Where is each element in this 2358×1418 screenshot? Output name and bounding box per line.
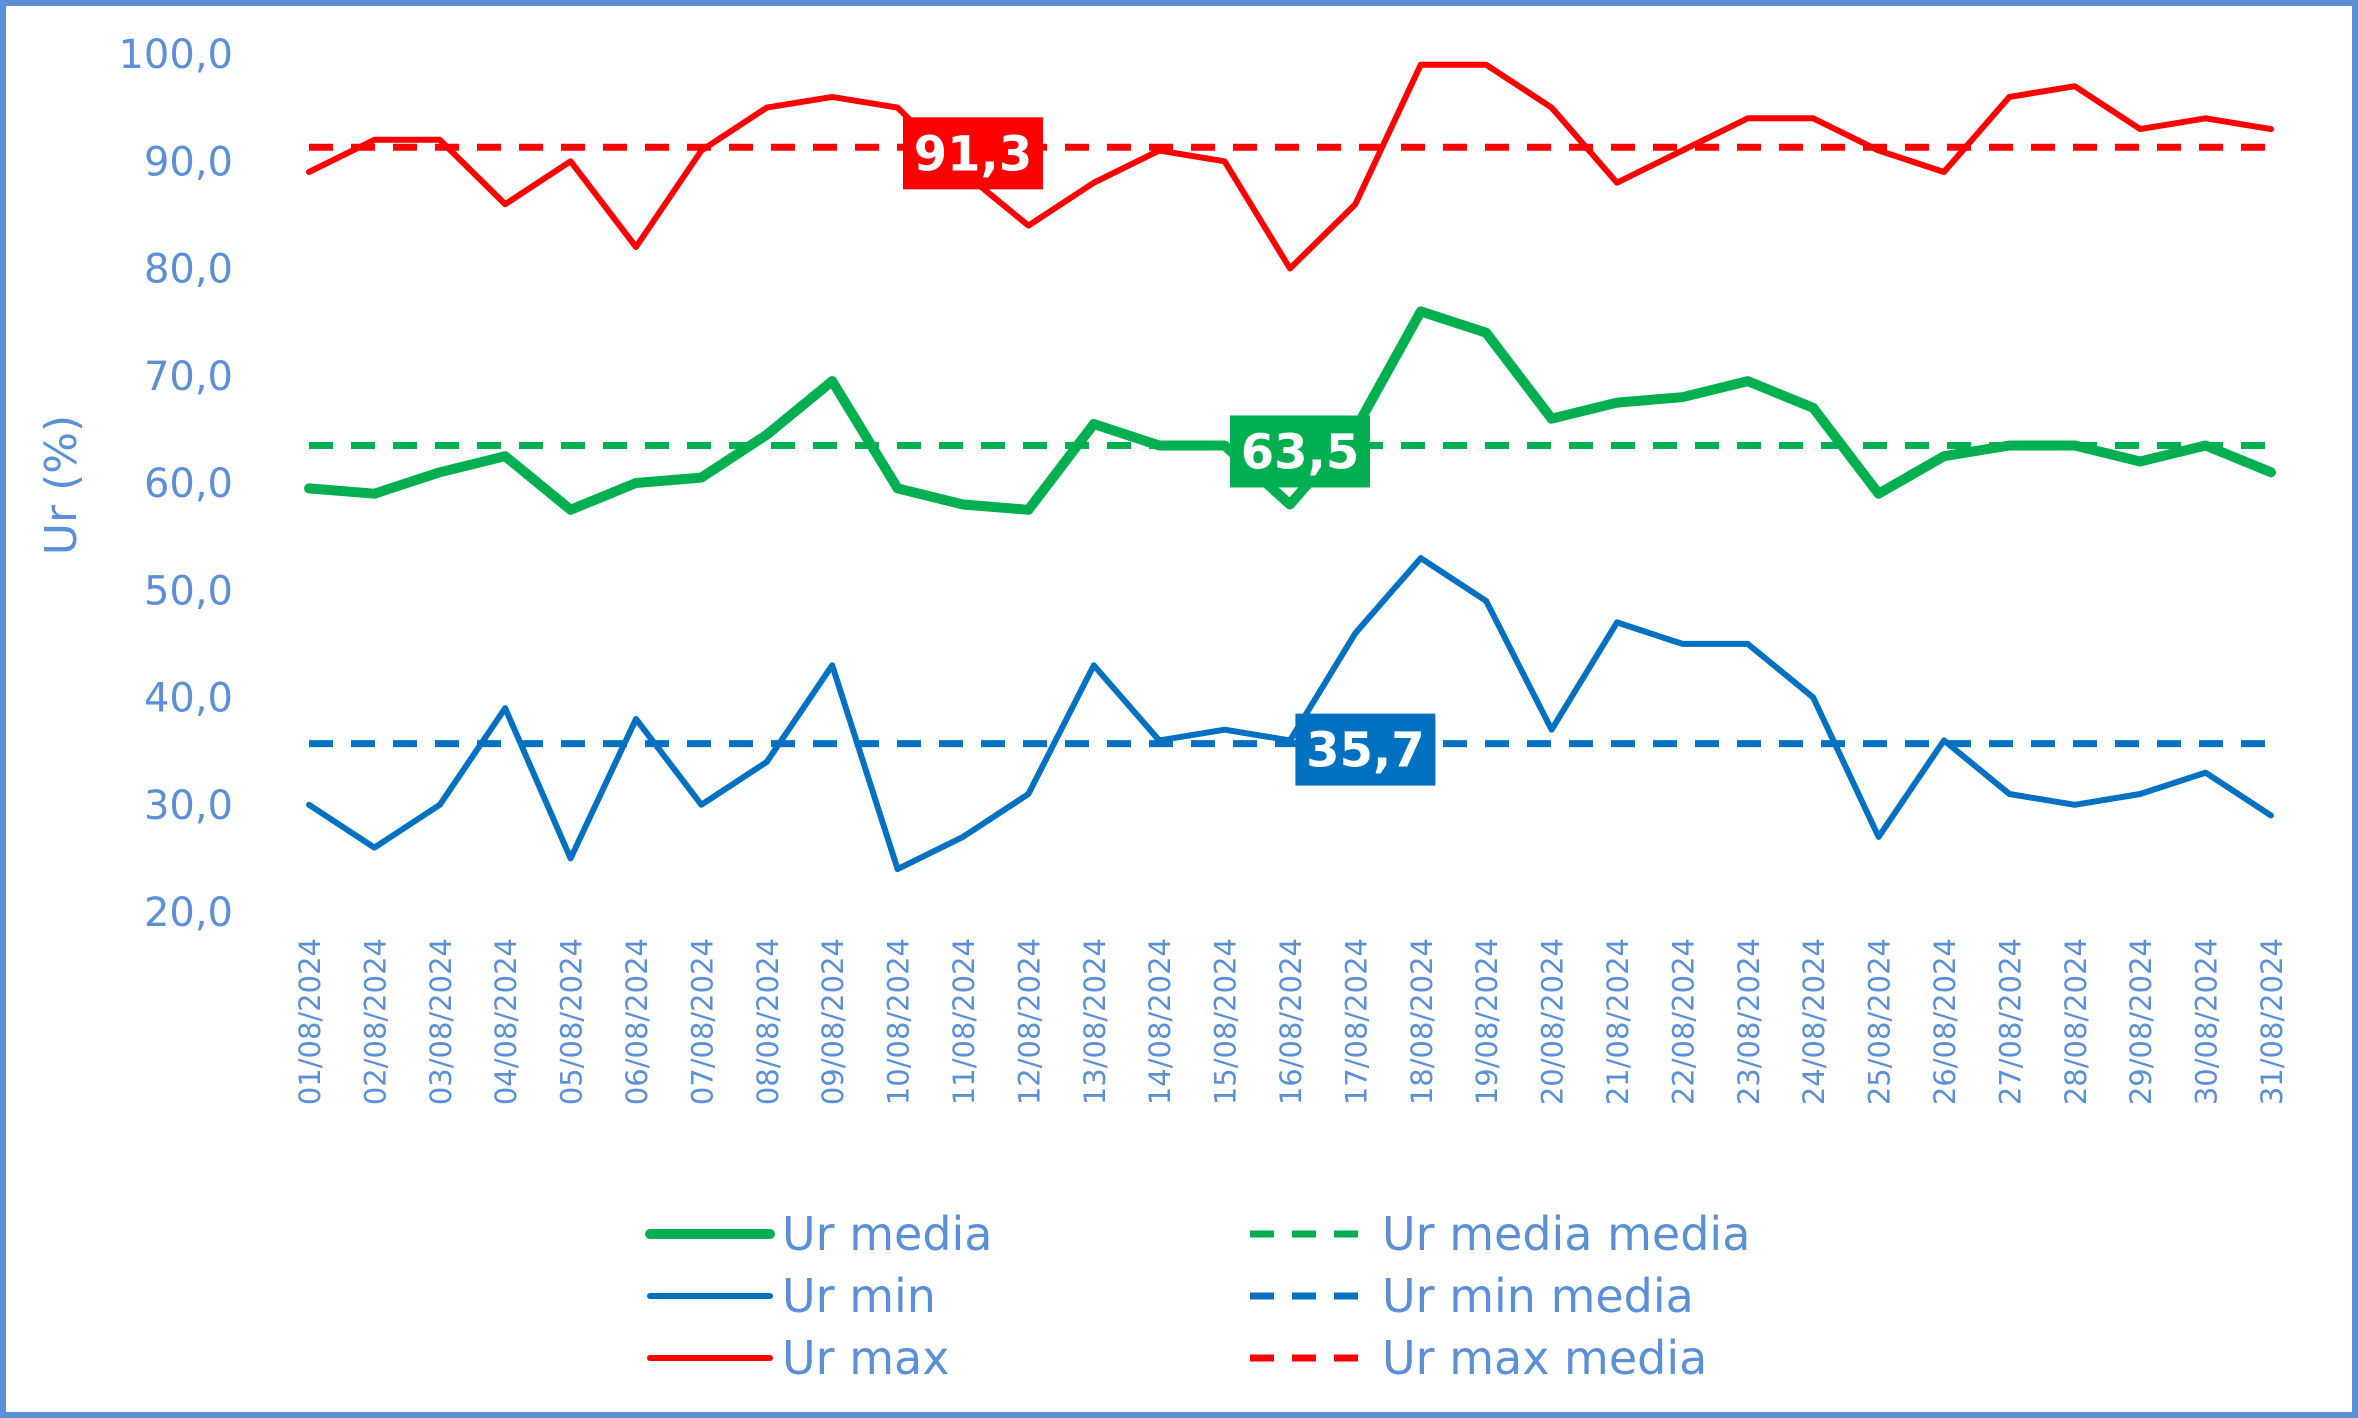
x-tick-label: 14/08/2024 (1143, 938, 1177, 1105)
mean-callout-label: 35,7 (1306, 723, 1424, 779)
legend-label: Ur min (782, 1269, 936, 1323)
mean-callout-box (1230, 415, 1370, 488)
x-tick-label: 24/08/2024 (1797, 938, 1831, 1105)
y-tick-label: 100,0 (118, 32, 233, 78)
mean-callout-label: 91,3 (914, 126, 1032, 182)
y-axis: 20,0 30,0 40,0 50,0 60,0 70,0 80,0 90,0 100,0 (118, 32, 233, 936)
x-tick-label: 23/08/2024 (1732, 938, 1766, 1105)
x-tick-label: 21/08/2024 (1601, 938, 1635, 1105)
x-tick-label: 16/08/2024 (1274, 938, 1308, 1105)
y-tick-label: 20,0 (144, 890, 233, 936)
legend-label: Ur max media (1382, 1331, 1707, 1385)
x-tick-label: 01/08/2024 (293, 938, 327, 1105)
mean-callout-label: 63,5 (1241, 424, 1359, 480)
mean-callout-box (903, 117, 1043, 190)
y-tick-label: 60,0 (144, 461, 233, 507)
x-tick-label: 28/08/2024 (2059, 938, 2093, 1105)
mean-callouts: 63,5 35,7 91,3 (903, 117, 1436, 786)
x-tick-label: 29/08/2024 (2124, 938, 2158, 1105)
x-tick-label: 11/08/2024 (947, 938, 981, 1105)
legend-label: Ur min media (1382, 1269, 1694, 1323)
x-tick-label: 13/08/2024 (1078, 938, 1112, 1105)
x-tick-label: 05/08/2024 (555, 938, 589, 1105)
x-tick-label: 04/08/2024 (489, 938, 523, 1105)
x-tick-label: 22/08/2024 (1666, 938, 1700, 1105)
x-axis: 01/08/2024 02/08/2024 03/08/2024 04/08/2024… (293, 938, 2289, 1105)
x-tick-label: 02/08/2024 (358, 938, 392, 1105)
x-tick-label: 27/08/2024 (1993, 938, 2027, 1105)
y-axis-label: Ur (%) (36, 415, 87, 555)
x-tick-label: 15/08/2024 (1209, 938, 1243, 1105)
x-tick-label: 08/08/2024 (751, 938, 785, 1105)
x-tick-label: 25/08/2024 (1863, 938, 1897, 1105)
x-tick-label: 17/08/2024 (1339, 938, 1373, 1105)
series-line (306, 61, 2274, 272)
x-tick-label: 20/08/2024 (1536, 938, 1570, 1105)
x-tick-label: 31/08/2024 (2255, 938, 2289, 1105)
x-tick-label: 03/08/2024 (424, 938, 458, 1105)
x-tick-label: 26/08/2024 (1928, 938, 1962, 1105)
series-line (304, 306, 2276, 515)
y-tick-label: 90,0 (144, 139, 233, 185)
mean-callout-box (1295, 713, 1436, 786)
y-tick-label: 80,0 (144, 247, 233, 293)
legend-label: Ur media media (1382, 1207, 1750, 1261)
x-tick-label: 06/08/2024 (620, 938, 654, 1105)
x-tick-label: 30/08/2024 (2190, 938, 2224, 1105)
legend-label: Ur max (782, 1331, 949, 1385)
y-tick-label: 50,0 (144, 568, 233, 614)
y-tick-label: 30,0 (144, 783, 233, 829)
series-line (306, 555, 2274, 873)
x-tick-label: 19/08/2024 (1470, 938, 1504, 1105)
x-tick-label: 10/08/2024 (882, 938, 916, 1105)
legend: Ur media Ur media media Ur min Ur min media… (645, 1207, 1750, 1385)
y-tick-label: 40,0 (144, 676, 233, 722)
x-tick-label: 12/08/2024 (1012, 938, 1046, 1105)
series-lines (304, 61, 2276, 873)
x-tick-label: 07/08/2024 (685, 938, 719, 1105)
y-tick-label: 70,0 (144, 354, 233, 400)
x-tick-label: 18/08/2024 (1405, 938, 1439, 1105)
x-tick-label: 09/08/2024 (816, 938, 850, 1105)
legend-label: Ur media (782, 1207, 992, 1261)
